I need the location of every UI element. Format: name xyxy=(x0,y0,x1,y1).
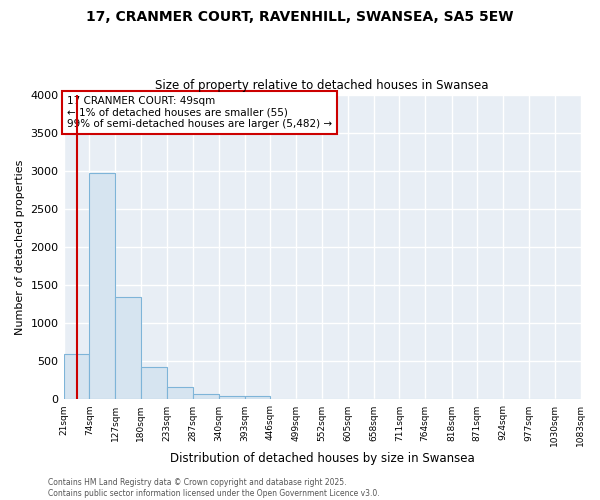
Y-axis label: Number of detached properties: Number of detached properties xyxy=(15,160,25,334)
Bar xyxy=(89,173,115,400)
Text: Contains HM Land Registry data © Crown copyright and database right 2025.
Contai: Contains HM Land Registry data © Crown c… xyxy=(48,478,380,498)
Bar xyxy=(245,396,271,400)
Bar xyxy=(167,388,193,400)
Bar xyxy=(115,298,141,400)
X-axis label: Distribution of detached houses by size in Swansea: Distribution of detached houses by size … xyxy=(170,452,475,465)
Text: 17, CRANMER COURT, RAVENHILL, SWANSEA, SA5 5EW: 17, CRANMER COURT, RAVENHILL, SWANSEA, S… xyxy=(86,10,514,24)
Text: 17 CRANMER COURT: 49sqm
← 1% of detached houses are smaller (55)
99% of semi-det: 17 CRANMER COURT: 49sqm ← 1% of detached… xyxy=(67,96,332,130)
Title: Size of property relative to detached houses in Swansea: Size of property relative to detached ho… xyxy=(155,79,489,92)
Bar xyxy=(219,396,245,400)
Bar xyxy=(141,366,167,400)
Bar xyxy=(64,354,89,400)
Bar xyxy=(193,394,219,400)
